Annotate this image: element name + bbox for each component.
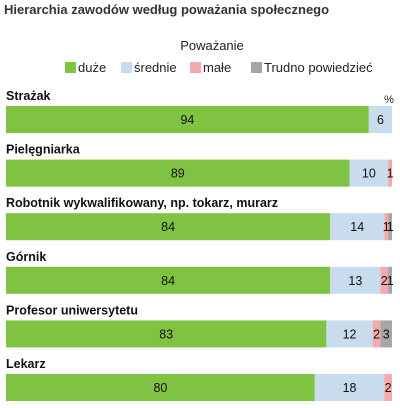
value-label-duze: 94	[180, 113, 194, 127]
legend-label-duze: duże	[78, 60, 106, 75]
category-label: Robotnik wykwalifikowany, np. tokarz, mu…	[6, 196, 278, 210]
bar-segment-srednie	[314, 374, 385, 401]
bar-segment-srednie	[368, 106, 392, 133]
value-label-srednie: 18	[343, 381, 357, 395]
bar-segment-srednie	[330, 213, 385, 241]
bar-segment-male	[384, 213, 389, 241]
bar-segment-srednie	[349, 159, 389, 187]
category-label: Górnik	[6, 250, 46, 264]
bar-segment-male	[380, 266, 389, 294]
value-label-duze: 84	[161, 220, 175, 234]
legend: duże średnie małe Trudno powiedzieć	[65, 60, 373, 75]
bar-segment-trudno-powiedziec	[380, 320, 392, 348]
bar-segment-srednie	[330, 266, 381, 294]
value-label-duze: 80	[153, 381, 167, 395]
value-label-male: 1	[383, 220, 390, 234]
value-label-srednie: 13	[348, 274, 362, 288]
bar-segment-trudno-powiedziec	[388, 266, 392, 294]
bar-row-5: Profesor uniwersytetu 83 12 2 3	[6, 303, 392, 348]
category-label: Profesor uniwersytetu	[6, 303, 138, 317]
category-label: Lekarz	[6, 357, 46, 371]
value-label-male: 2	[373, 327, 380, 341]
category-label: Strażak	[6, 89, 51, 103]
bar-row-4: Górnik 84 13 21	[6, 250, 394, 294]
bar-row-2: Pielęgniarka 89 10 1	[6, 143, 394, 187]
legend-swatch-duze	[65, 62, 76, 73]
value-label-trudno-powiedziec: 1	[387, 274, 394, 288]
bar-segment-duze	[6, 159, 350, 187]
category-label: Pielęgniarka	[6, 143, 81, 157]
legend-label-trudno-powiedziec: Trudno powiedzieć	[264, 60, 373, 75]
bar-segment-duze	[6, 213, 331, 241]
bar-row-3: Robotnik wykwalifikowany, np. tokarz, mu…	[6, 196, 394, 241]
bar-segment-male	[384, 374, 392, 401]
bar-row-1: Strażak 94 6	[6, 89, 392, 133]
legend-swatch-srednie	[121, 62, 132, 73]
value-label-trudno-powiedziec: 1	[387, 220, 394, 234]
bar-segment-male	[388, 159, 392, 187]
bar-segment-duze	[6, 320, 327, 348]
bar-row-6: Lekarz 80 18 2	[6, 357, 392, 401]
bar-segment-male	[372, 320, 381, 348]
bar-segment-duze	[6, 266, 331, 294]
value-label-duze: 84	[161, 274, 175, 288]
legend-label-srednie: średnie	[134, 60, 177, 75]
value-label-srednie: 14	[350, 220, 364, 234]
value-label-srednie: 10	[362, 167, 376, 181]
legend-title: Poważanie	[180, 38, 244, 53]
value-label-male: 1	[387, 167, 394, 181]
value-label-srednie: 12	[343, 327, 357, 341]
legend-label-male: małe	[203, 60, 231, 75]
unit-label: %	[384, 94, 394, 106]
chart-title: Hierarchia zawodów według poważania społ…	[4, 2, 329, 17]
bar-segment-duze	[6, 374, 315, 401]
value-label-duze: 83	[159, 327, 173, 341]
bar-segment-trudno-powiedziec	[388, 213, 392, 241]
legend-swatch-trudno-powiedziec	[251, 62, 262, 73]
value-label-male: 2	[381, 274, 388, 288]
value-label-male: 2	[385, 381, 392, 395]
bar-segment-srednie	[326, 320, 373, 348]
value-label-duze: 89	[171, 167, 185, 181]
value-label-srednie: 6	[377, 113, 384, 127]
value-label-trudno-powiedziec: 3	[383, 327, 390, 341]
chart-rows: % Strażak 94 6 Pielęgniarka 89 10 1 Robotnik wyk…	[6, 89, 394, 401]
legend-swatch-male	[190, 62, 201, 73]
bar-segment-duze	[6, 106, 369, 133]
